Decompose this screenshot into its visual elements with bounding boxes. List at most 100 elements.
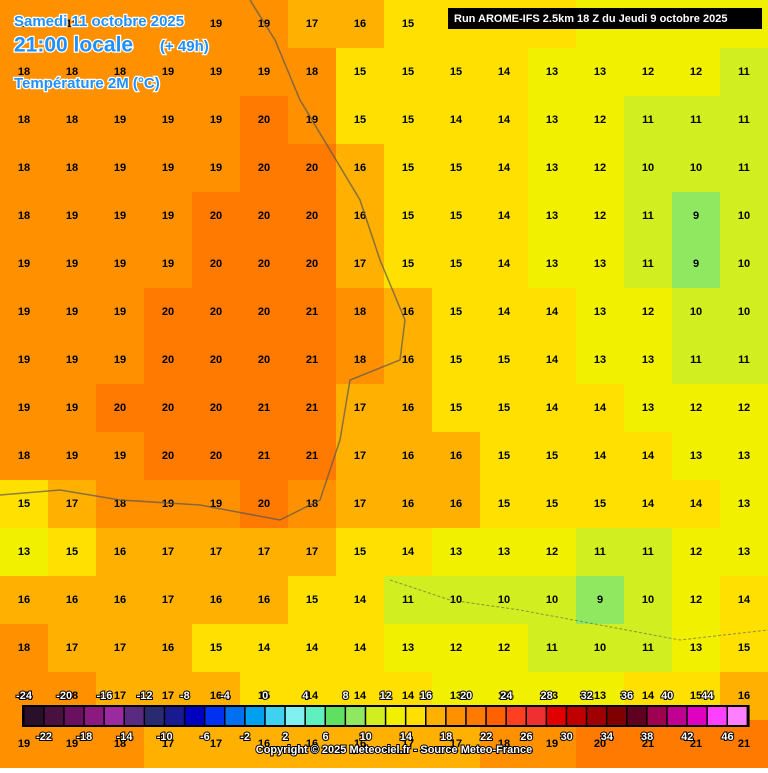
scale-label: 0	[262, 690, 268, 702]
temp-value: 17	[402, 738, 414, 750]
temp-value: 16	[210, 594, 222, 606]
temp-value: 15	[450, 66, 462, 78]
temp-cell	[48, 144, 97, 193]
temp-value: 12	[738, 402, 750, 414]
temp-value: 14	[354, 642, 367, 654]
temp-value: 14	[354, 690, 367, 702]
temp-cell	[192, 480, 241, 529]
temp-cell	[528, 720, 577, 769]
temp-cell	[192, 144, 241, 193]
temp-cell	[480, 480, 529, 529]
temp-cell	[432, 336, 481, 385]
temp-cell	[336, 48, 385, 97]
temp-cell	[576, 432, 625, 481]
temp-value: 14	[498, 66, 511, 78]
temp-value: 13	[450, 546, 462, 558]
temp-value: 16	[354, 162, 366, 174]
temp-cell	[480, 528, 529, 577]
temp-cell	[48, 0, 97, 49]
temp-cell	[720, 528, 768, 577]
scale-label: -6	[200, 731, 210, 743]
temp-cell	[240, 384, 289, 433]
temp-value: 14	[306, 642, 319, 654]
temp-cell	[0, 432, 49, 481]
temp-cell	[336, 0, 385, 49]
temp-cell	[672, 240, 721, 289]
temp-value: 18	[66, 66, 78, 78]
temp-value: 12	[690, 546, 702, 558]
temp-value: 21	[690, 738, 702, 750]
temp-value: 20	[258, 354, 270, 366]
scale-label: -14	[117, 731, 134, 743]
temp-value: 9	[693, 210, 699, 222]
temp-cell	[528, 480, 577, 529]
temp-value: 14	[594, 450, 607, 462]
scale-label: 38	[641, 731, 653, 743]
temp-cell	[240, 432, 289, 481]
temp-value: 13	[546, 258, 558, 270]
temp-value: 15	[546, 450, 558, 462]
temp-cell	[144, 384, 193, 433]
scale-label: 32	[581, 690, 593, 702]
temp-value: 15	[402, 258, 414, 270]
temp-cell	[240, 48, 289, 97]
temp-value: 20	[258, 258, 270, 270]
temp-cell	[528, 96, 577, 145]
temp-cell	[720, 48, 768, 97]
temp-cell	[624, 528, 673, 577]
temp-value: 10	[450, 594, 462, 606]
temp-cell	[480, 192, 529, 241]
temp-value: 15	[450, 402, 462, 414]
temp-value: 21	[738, 738, 750, 750]
temp-cell	[0, 480, 49, 529]
temp-value: 20	[162, 354, 174, 366]
temp-value: 12	[594, 114, 606, 126]
temp-cell	[624, 720, 673, 769]
temp-cell	[240, 528, 289, 577]
temp-cell	[528, 240, 577, 289]
temp-cell	[192, 336, 241, 385]
temp-value: 16	[402, 354, 414, 366]
temp-cell	[528, 432, 577, 481]
temp-cell	[96, 480, 145, 529]
temp-cell	[384, 528, 433, 577]
temp-cell	[432, 240, 481, 289]
temp-cell	[0, 288, 49, 337]
scale-label: 4	[302, 690, 309, 702]
temp-value: 15	[450, 162, 462, 174]
temp-value: 13	[18, 546, 30, 558]
temp-cell	[0, 336, 49, 385]
temp-value: 19	[114, 114, 126, 126]
temp-value: 12	[690, 402, 702, 414]
temp-value: 13	[546, 162, 558, 174]
temp-cell	[576, 240, 625, 289]
scale-segment	[426, 707, 446, 725]
run-info: Run AROME-IFS 2.5km 18 Z du Jeudi 9 octo…	[454, 13, 727, 25]
temp-cell	[192, 384, 241, 433]
temp-value: 12	[498, 642, 510, 654]
temp-cell	[720, 720, 768, 769]
temp-cell	[384, 624, 433, 673]
temp-value: 15	[690, 690, 702, 702]
scale-label: 34	[601, 731, 614, 743]
temp-value: 16	[306, 738, 318, 750]
temp-value: 11	[738, 354, 750, 366]
temp-value: 20	[162, 306, 174, 318]
temp-value: 13	[642, 402, 654, 414]
temp-cell	[624, 336, 673, 385]
time: 21:00 locale	[14, 34, 133, 57]
scale-label: -8	[180, 690, 190, 702]
temp-cell	[96, 720, 145, 769]
temp-value: 16	[450, 450, 462, 462]
scale-segment	[586, 707, 606, 725]
temp-value: 12	[594, 210, 606, 222]
temp-value: 16	[66, 594, 78, 606]
temp-cell	[0, 624, 49, 673]
scale-segment	[144, 707, 164, 725]
scale-segment	[24, 707, 44, 725]
coastline	[0, 0, 406, 521]
temp-value: 14	[546, 354, 559, 366]
temp-cell	[336, 144, 385, 193]
scale-segment	[606, 707, 626, 725]
